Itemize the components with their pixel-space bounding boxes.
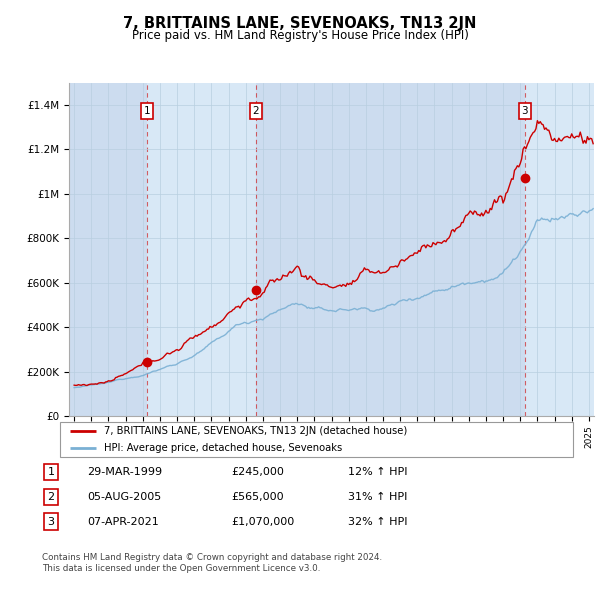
Text: HPI: Average price, detached house, Sevenoaks: HPI: Average price, detached house, Seve… — [104, 442, 342, 453]
Bar — [525, 83, 594, 416]
Text: 12% ↑ HPI: 12% ↑ HPI — [348, 467, 407, 477]
Text: 1: 1 — [143, 106, 150, 116]
Text: 29-MAR-1999: 29-MAR-1999 — [87, 467, 162, 477]
Bar — [147, 83, 256, 416]
Text: 1: 1 — [47, 467, 55, 477]
Text: 7, BRITTAINS LANE, SEVENOAKS, TN13 2JN (detached house): 7, BRITTAINS LANE, SEVENOAKS, TN13 2JN (… — [104, 427, 407, 437]
Text: 31% ↑ HPI: 31% ↑ HPI — [348, 492, 407, 502]
Text: Contains HM Land Registry data © Crown copyright and database right 2024.
This d: Contains HM Land Registry data © Crown c… — [42, 553, 382, 573]
Text: £245,000: £245,000 — [231, 467, 284, 477]
Text: 2: 2 — [253, 106, 259, 116]
Text: 32% ↑ HPI: 32% ↑ HPI — [348, 517, 407, 526]
Bar — [256, 83, 525, 416]
Text: 2: 2 — [47, 492, 55, 502]
Text: 07-APR-2021: 07-APR-2021 — [87, 517, 159, 526]
Text: £565,000: £565,000 — [231, 492, 284, 502]
Text: 05-AUG-2005: 05-AUG-2005 — [87, 492, 161, 502]
FancyBboxPatch shape — [60, 422, 573, 457]
Text: Price paid vs. HM Land Registry's House Price Index (HPI): Price paid vs. HM Land Registry's House … — [131, 29, 469, 42]
Text: 7, BRITTAINS LANE, SEVENOAKS, TN13 2JN: 7, BRITTAINS LANE, SEVENOAKS, TN13 2JN — [124, 16, 476, 31]
Text: 3: 3 — [47, 517, 55, 526]
Text: 3: 3 — [521, 106, 528, 116]
Bar — [69, 83, 147, 416]
Text: £1,070,000: £1,070,000 — [231, 517, 294, 526]
